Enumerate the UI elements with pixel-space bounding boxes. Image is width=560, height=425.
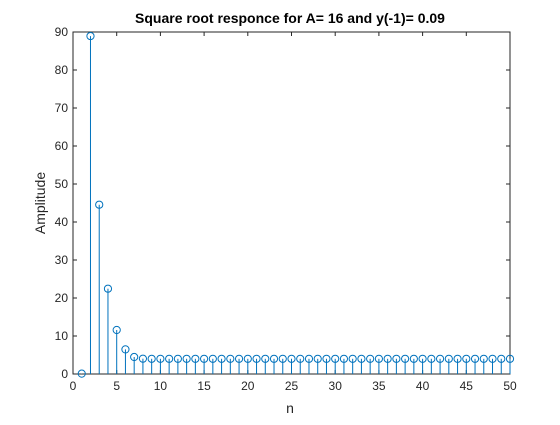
x-tick-label: 0 — [70, 379, 77, 393]
y-tick-label: 20 — [55, 291, 69, 305]
y-tick-label: 10 — [55, 329, 69, 343]
y-tick-label: 0 — [61, 367, 68, 381]
x-tick-label: 20 — [241, 379, 255, 393]
x-tick-label: 45 — [460, 379, 474, 393]
x-tick-label: 10 — [154, 379, 168, 393]
x-tick-label: 5 — [113, 379, 120, 393]
y-tick-label: 70 — [55, 101, 69, 115]
x-tick-label: 40 — [416, 379, 430, 393]
y-tick-label: 80 — [55, 63, 69, 77]
x-tick-label: 50 — [503, 379, 517, 393]
y-axis-label: Amplitude — [32, 172, 48, 234]
chart-title: Square root responce for A= 16 and y(-1)… — [135, 10, 445, 26]
y-tick-label: 50 — [55, 177, 69, 191]
x-tick-label: 30 — [329, 379, 343, 393]
x-tick-label: 15 — [197, 379, 211, 393]
axes-box — [73, 32, 510, 374]
x-tick-label: 25 — [285, 379, 299, 393]
plot-area: 0 5 10 15 20 25 30 35 40 45 50 0 10 20 30 40 50 60 70 80 90 — [55, 25, 517, 393]
y-tick-label: 90 — [55, 25, 69, 39]
y-tick-label: 30 — [55, 253, 69, 267]
y-tick-label: 60 — [55, 139, 69, 153]
x-axis-label: n — [286, 400, 294, 416]
y-tick-label: 40 — [55, 215, 69, 229]
x-tick-label: 35 — [372, 379, 386, 393]
